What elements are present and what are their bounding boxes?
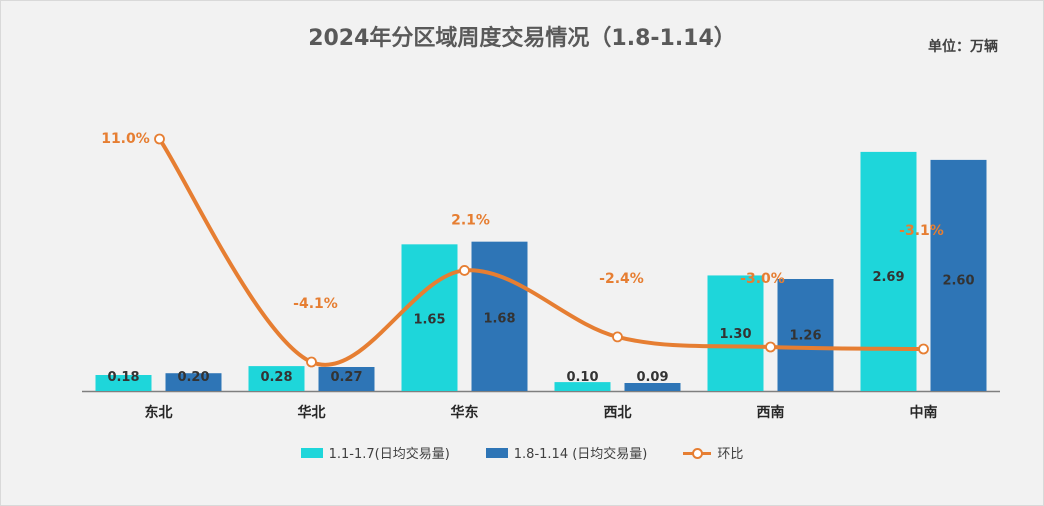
legend-swatch-line [683, 447, 712, 459]
legend-label-line: 环比 [717, 447, 744, 462]
bar-s2-0 [165, 373, 222, 391]
bar-label-s1-4: 1.30 [719, 327, 751, 342]
legend-label-series2: 1.8-1.14 (日均交易量) [513, 447, 648, 462]
line-label-4: -3.0% [740, 271, 785, 287]
line-label-5: -3.1% [899, 223, 944, 239]
line-point-2 [459, 265, 470, 276]
bar-s1-5 [860, 151, 917, 391]
bar-s1-2 [401, 244, 458, 391]
bar-label-s2-5: 2.60 [942, 274, 974, 289]
bar-label-s1-0: 0.18 [107, 370, 139, 385]
bar-s2-4 [777, 279, 834, 391]
legend-item-line[interactable]: 环比 [683, 443, 743, 462]
line-point-0 [154, 133, 165, 145]
bar-label-s2-4: 1.26 [789, 328, 821, 343]
line-label-2: 2.1% [451, 212, 490, 228]
bar-label-s2-0: 0.20 [177, 370, 209, 385]
category-label-4: 西南 [757, 404, 785, 421]
bar-label-s2-2: 1.68 [483, 311, 515, 326]
line-point-3 [612, 331, 623, 343]
bar-s1-0 [95, 375, 152, 391]
bar-s2-5 [930, 159, 987, 391]
bar-s2-3 [624, 383, 681, 391]
legend-swatch-series1 [300, 447, 323, 458]
category-label-1: 华北 [298, 404, 326, 421]
bar-s2-1 [318, 367, 375, 391]
bar-label-s1-5: 2.69 [872, 270, 904, 285]
bar-label-s1-1: 0.28 [260, 370, 292, 385]
bar-label-s2-3: 0.09 [636, 370, 668, 385]
category-label-3: 西北 [604, 405, 632, 421]
chart-title: 2024年分区域周度交易情况（1.8-1.14） [308, 26, 736, 51]
bar-label-s2-1: 0.27 [330, 370, 362, 385]
bar-label-s1-2: 1.65 [413, 313, 445, 328]
bar-label-s1-3: 0.10 [566, 370, 598, 385]
bar-s2-2 [471, 241, 528, 391]
bar-s1-4 [707, 275, 764, 391]
legend-swatch-series2 [485, 447, 508, 458]
bar-s1-1 [248, 366, 305, 391]
line-label-1: -4.1% [293, 296, 338, 312]
line-point-5 [918, 343, 929, 355]
category-label-2: 华东 [451, 404, 479, 421]
unit-label: 单位：万辆 [928, 39, 998, 55]
legend-item-series1[interactable]: 1.1-1.7(日均交易量) [300, 443, 450, 462]
line-label-3: -2.4% [599, 271, 644, 287]
legend: 1.1-1.7(日均交易量) 1.8-1.14 (日均交易量) 环比 [0, 443, 1044, 462]
legend-item-series2[interactable]: 1.8-1.14 (日均交易量) [485, 443, 648, 462]
category-label-0: 东北 [145, 404, 173, 421]
category-label-5: 中南 [910, 404, 938, 421]
line-point-4 [765, 341, 776, 353]
legend-label-series1: 1.1-1.7(日均交易量) [328, 447, 450, 462]
line-label-0: 11.0% [101, 131, 150, 147]
bar-s1-3 [554, 382, 611, 391]
line-point-1 [306, 356, 317, 368]
